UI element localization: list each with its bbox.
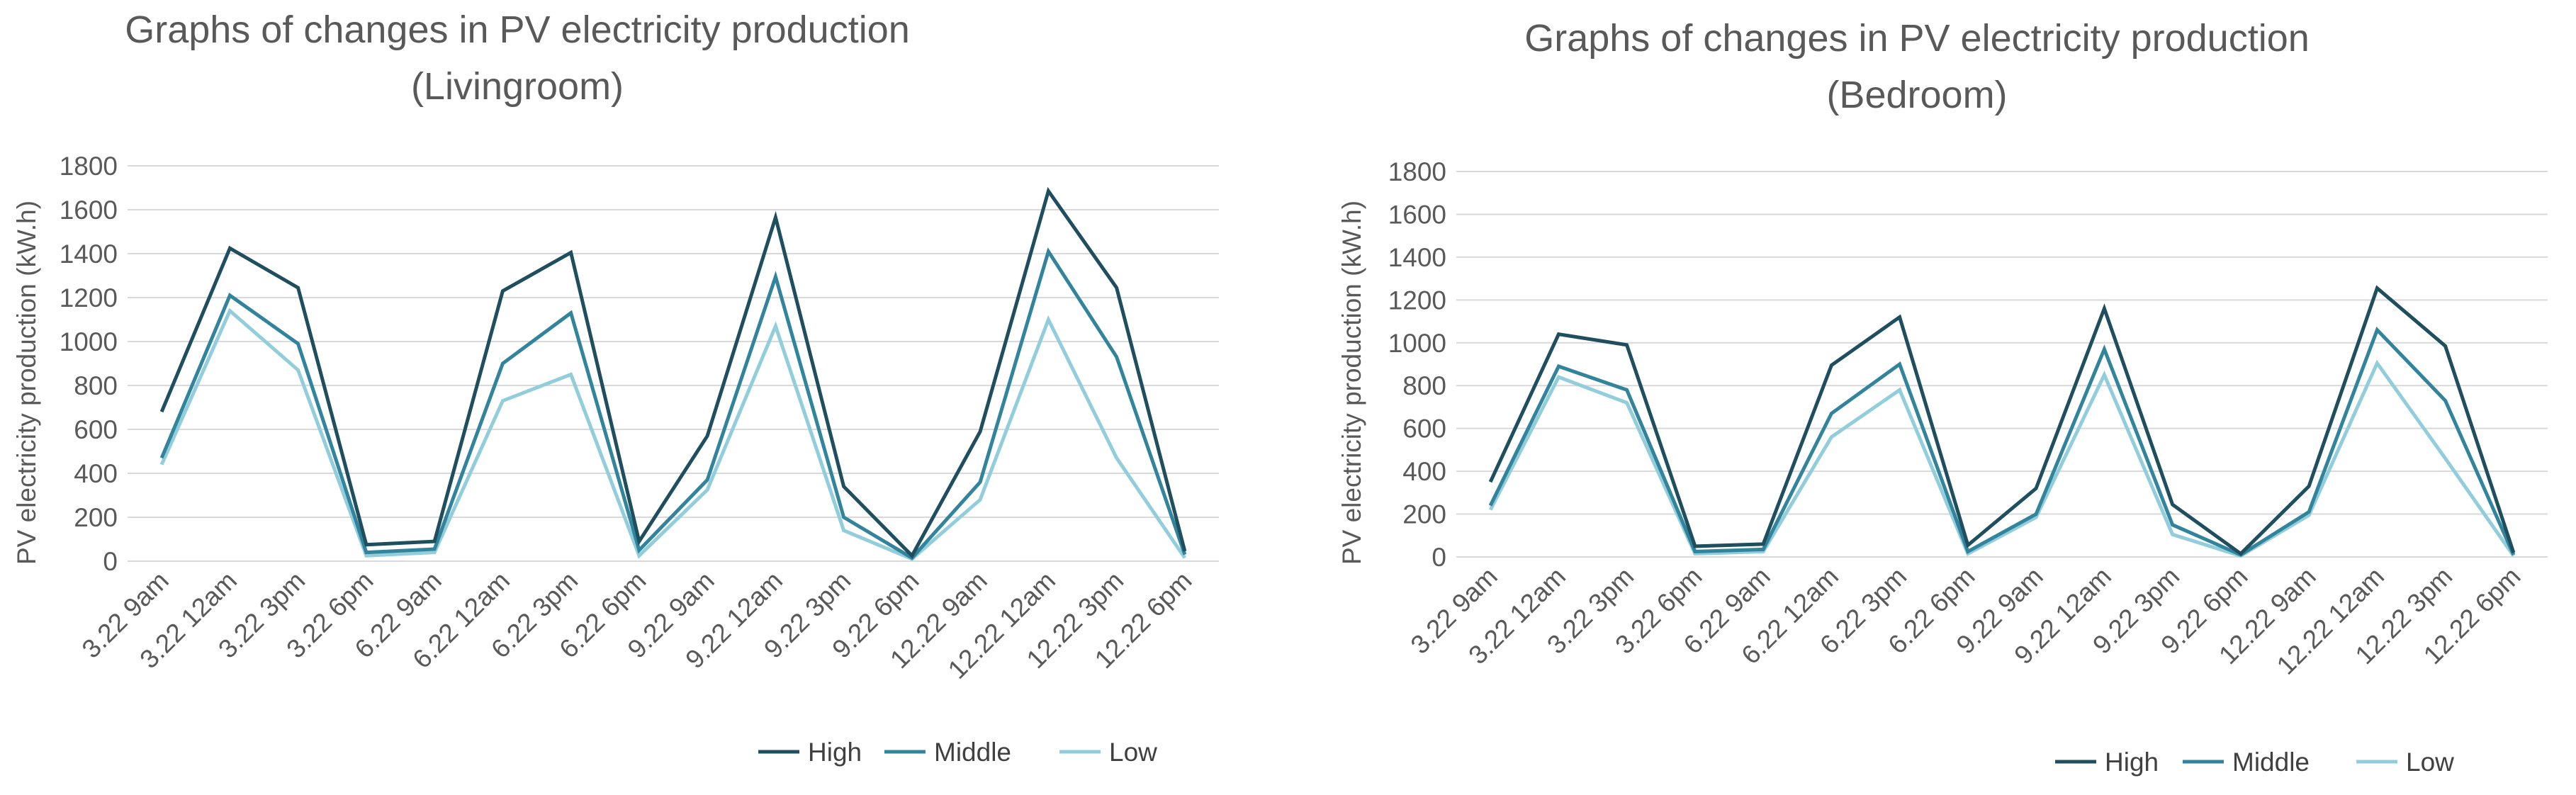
y-tick-label: 1400 [1388,243,1446,272]
chart-bedroom-svg: Graphs of changes in PV electricity prod… [1318,0,2576,791]
y-tick-label: 1000 [60,327,118,356]
y-tick-label: 400 [74,459,118,488]
legend-label: High [808,738,862,767]
legend-label: Low [1109,738,1157,767]
y-tick-label: 0 [1432,543,1446,572]
chart-title: Graphs of changes in PV electricity prod… [1524,17,2310,60]
legend-label: Low [2406,748,2454,777]
y-tick-label: 0 [103,547,118,576]
y-tick-label: 800 [1402,371,1446,400]
legend-label: Middle [2232,748,2310,777]
legend: High Middle Low [2055,748,2454,777]
y-tick-label: 1600 [1388,200,1446,229]
y-tick-label: 200 [1402,500,1446,529]
chart-livingroom-svg: Graphs of changes in PV electricity prod… [0,0,1261,791]
series-line-high [162,191,1185,556]
y-axis-label: PV electricity production (kW.h) [1337,201,1366,565]
series-high [162,191,1185,556]
y-tick-label: 1200 [60,283,118,312]
legend-label: Middle [934,738,1011,767]
chart-livingroom: Graphs of changes in PV electricity prod… [0,0,1261,791]
y-tick-label: 800 [74,371,118,400]
legend-label: High [2105,748,2159,777]
y-tick-label: 1200 [1388,286,1446,315]
y-tick-label: 200 [74,503,118,532]
chart-subtitle: (Livingroom) [411,65,624,108]
y-tick-label: 600 [1402,415,1446,444]
chart-bedroom: Graphs of changes in PV electricity prod… [1318,0,2576,791]
y-tick-label: 1800 [60,152,118,181]
y-axis-label: PV electricity production (kW.h) [12,201,41,565]
y-tick-label: 400 [1402,457,1446,486]
chart-subtitle: (Bedroom) [1826,74,2007,116]
y-tick-label: 1800 [1388,157,1446,186]
y-tick-label: 600 [74,415,118,444]
y-tick-label: 1400 [60,239,118,269]
y-tick-label: 1000 [1388,329,1446,358]
legend: High Middle Low [758,738,1157,767]
y-tick-label: 1600 [60,196,118,225]
chart-title: Graphs of changes in PV electricity prod… [125,9,910,51]
